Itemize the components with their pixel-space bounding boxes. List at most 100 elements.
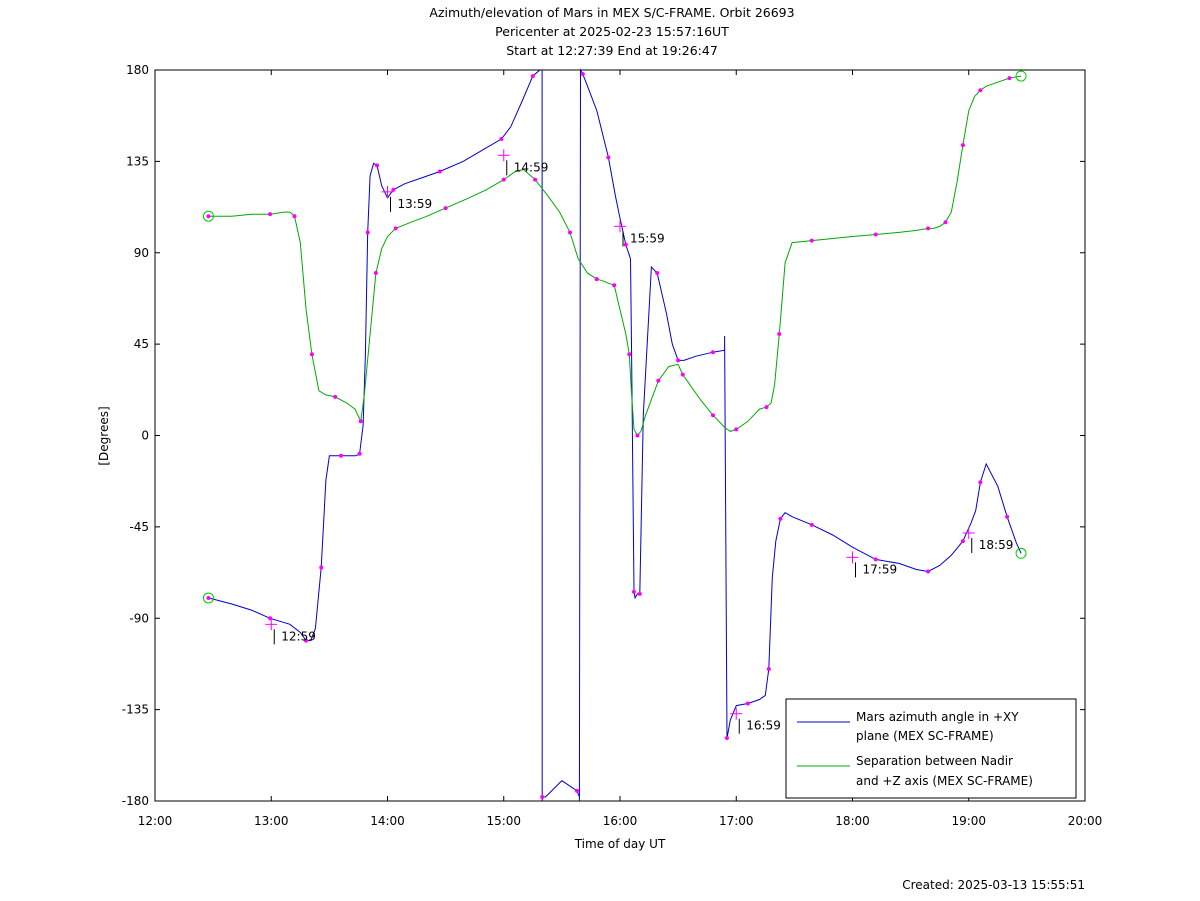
y-tick-label: -90 xyxy=(129,611,149,625)
data-point-azimuth xyxy=(357,451,362,456)
legend-label-separation-line-1: Separation between Nadir xyxy=(856,754,1013,768)
data-point-azimuth xyxy=(574,788,579,793)
data-point-separation xyxy=(711,413,715,418)
data-point-azimuth xyxy=(437,169,442,174)
endpoint-marker-separation xyxy=(1015,70,1027,82)
y-tick-label: 180 xyxy=(126,63,149,77)
data-point-separation xyxy=(873,232,878,237)
data-point-azimuth xyxy=(778,516,783,521)
data-point-separation xyxy=(680,372,685,377)
data-point-separation xyxy=(309,352,314,357)
x-tick-label: 12:00 xyxy=(138,814,173,828)
series-line-azimuth xyxy=(208,68,1022,802)
data-point-azimuth xyxy=(304,638,309,643)
data-point-azimuth xyxy=(873,557,878,562)
hour-label: 16:59 xyxy=(746,719,781,733)
data-point-separation xyxy=(734,427,739,432)
series-line-separation xyxy=(208,75,1022,437)
data-point-azimuth xyxy=(711,350,715,355)
data-point-azimuth xyxy=(978,480,983,485)
data-point-separation xyxy=(594,277,599,282)
data-point-azimuth xyxy=(499,137,504,142)
data-point-separation xyxy=(926,226,931,231)
data-point-separation xyxy=(268,212,273,217)
x-tick-label: 15:00 xyxy=(486,814,521,828)
data-point-azimuth xyxy=(580,72,585,77)
data-point-separation xyxy=(612,283,617,288)
x-tick-label: 16:00 xyxy=(603,814,638,828)
axis-ticks: 12:00 13:00 14:00 15:00 16:00 17:00 18:00 19:00… xyxy=(122,63,1103,828)
data-point-separation xyxy=(656,378,661,383)
y-tick-label: -135 xyxy=(122,703,149,717)
chart-title-line-2: Pericenter at 2025-02-23 15:57:16UT xyxy=(495,24,729,39)
created-timestamp: Created: 2025-03-13 15:55:51 xyxy=(902,878,1085,892)
data-point-azimuth xyxy=(365,230,370,235)
data-point-separation xyxy=(764,405,769,410)
data-point-azimuth xyxy=(623,242,628,247)
x-tick-label: 13:00 xyxy=(254,814,289,828)
data-point-separation xyxy=(443,206,448,211)
data-point-azimuth xyxy=(637,591,642,596)
data-point-azimuth xyxy=(391,187,396,192)
hour-label: 13:59 xyxy=(398,197,433,211)
data-point-azimuth xyxy=(809,522,814,527)
data-point-azimuth xyxy=(724,736,729,741)
data-point-separation xyxy=(777,331,782,336)
data-point-azimuth xyxy=(926,569,931,574)
data-point-separation xyxy=(960,143,965,148)
data-point-separation xyxy=(635,433,640,438)
data-point-azimuth xyxy=(319,565,324,570)
y-tick-label: 45 xyxy=(134,337,149,351)
data-point-separation xyxy=(373,271,378,276)
data-point-azimuth xyxy=(766,667,771,672)
data-point-azimuth xyxy=(960,539,965,544)
data-point-azimuth xyxy=(339,453,343,458)
x-tick-label: 17:00 xyxy=(719,814,754,828)
data-point-separation xyxy=(978,88,983,93)
x-tick-label: 19:00 xyxy=(951,814,986,828)
legend-box xyxy=(785,698,1077,799)
y-tick-label: -45 xyxy=(129,520,149,534)
data-point-separation xyxy=(568,230,573,235)
data-point-azimuth xyxy=(655,271,660,276)
hour-label: 15:59 xyxy=(630,231,665,245)
x-tick-label: 14:00 xyxy=(370,814,405,828)
x-tick-label: 18:00 xyxy=(835,814,870,828)
data-point-separation xyxy=(206,214,211,219)
chart-title: Azimuth/elevation of Mars in MEX S/C-FRA… xyxy=(429,5,794,58)
endpoint-marker-azimuth xyxy=(202,592,214,604)
plot-frame xyxy=(154,69,1086,802)
hour-label: 14:59 xyxy=(514,160,549,174)
data-point-separation xyxy=(533,177,538,182)
data-point-separation xyxy=(627,352,632,357)
data-point-separation xyxy=(809,238,814,243)
data-point-azimuth xyxy=(745,701,750,706)
data-point-azimuth xyxy=(676,358,681,363)
data-point-azimuth xyxy=(631,589,636,594)
x-axis-label: Time of day UT xyxy=(574,837,666,851)
data-point-separation xyxy=(333,394,338,399)
data-point-azimuth xyxy=(530,74,535,79)
endpoint-marker-azimuth xyxy=(1015,547,1027,559)
plot-area: 12:59 13:59 14:59 15:59 16:59 17:59 18:59 xyxy=(202,68,1027,802)
legend: Mars azimuth angle in +XY plane (MEX SC-… xyxy=(785,698,1077,799)
y-tick-label: 0 xyxy=(141,429,149,443)
data-point-azimuth xyxy=(606,155,611,160)
data-point-separation xyxy=(358,419,363,424)
data-point-separation xyxy=(1007,76,1012,81)
y-axis-label: [Degrees] xyxy=(97,406,111,465)
data-point-azimuth xyxy=(206,595,211,600)
hour-label: 18:59 xyxy=(979,538,1014,552)
hour-label: 17:59 xyxy=(863,562,898,576)
y-tick-label: -180 xyxy=(122,794,149,808)
data-point-separation xyxy=(501,177,506,182)
data-point-separation xyxy=(393,226,398,231)
hour-label: 12:59 xyxy=(281,629,316,643)
legend-label-azimuth-line-2: plane (MEX SC-FRAME) xyxy=(856,729,994,743)
y-tick-label: 90 xyxy=(134,246,149,260)
chart-title-line-1: Azimuth/elevation of Mars in MEX S/C-FRA… xyxy=(429,5,794,20)
legend-label-separation-line-2: and +Z axis (MEX SC-FRAME) xyxy=(856,774,1033,788)
x-tick-label: 20:00 xyxy=(1068,814,1103,828)
data-point-azimuth xyxy=(375,163,380,168)
